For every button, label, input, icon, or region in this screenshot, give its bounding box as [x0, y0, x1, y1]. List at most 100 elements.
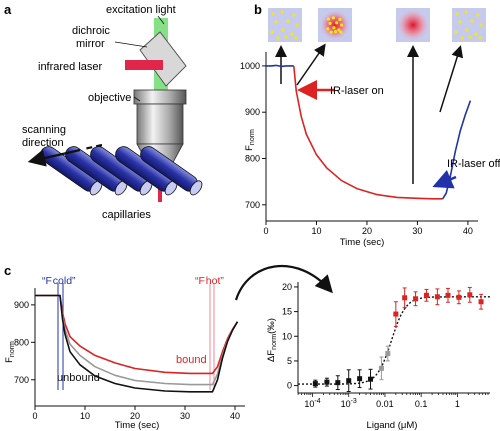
molecule-dot [468, 35, 472, 39]
thumbnail-dots [270, 10, 483, 40]
thumbnail-2 [318, 8, 352, 42]
molecule-dot [454, 30, 458, 34]
panel-d-ytick-label: 15 [282, 307, 292, 317]
panel-d-xtick-label: 1 [455, 399, 460, 409]
panel-a-letter: a [4, 2, 12, 17]
molecule-dot [290, 32, 294, 36]
panel-d-point [445, 292, 451, 298]
leader-excitation [157, 15, 165, 25]
molecule-dot [294, 36, 298, 40]
panel-d-point [478, 299, 484, 305]
panel-c: c “F cold” “F hot” 0 10 20 30 40 700 800 900 bo… [4, 263, 245, 431]
thumbnail-3 [396, 8, 430, 42]
molecule-dot [328, 21, 332, 25]
panel-d-point [357, 376, 363, 382]
panel-d-point [456, 294, 462, 300]
panel-b-series-0 [266, 64, 294, 68]
panel-b-xtick-label: 20 [362, 226, 372, 236]
panel-b-xtick-label: 30 [412, 226, 422, 236]
panel-c-xlabel: Time (sec) [115, 420, 160, 431]
label-f-cold: “F cold” [42, 275, 76, 287]
panel-c-ytick-label: 900 [14, 300, 29, 310]
scanning-direction-dashes [83, 143, 103, 151]
panel-a: a [4, 2, 203, 221]
panel-b-series-2 [442, 100, 472, 200]
panel-d-ticks: 0 5 10 15 20 10-4 10-3 0.01 0.1 1 [282, 282, 489, 409]
label-ir-laser-off: IR-laser off [447, 158, 500, 170]
panel-d-ytick-label: 5 [287, 356, 292, 366]
molecule-dot [281, 28, 285, 32]
panel-b-xtick-label: 40 [463, 226, 473, 236]
panel-d: 0 5 10 15 20 10-4 10-3 0.01 0.1 1 ΔFnorm(‰) Ligan… [266, 282, 490, 431]
label-mirror: mirror [76, 38, 105, 50]
panel-d-point [378, 365, 384, 371]
panel-c-traces [35, 294, 239, 393]
molecule-dot [474, 32, 478, 36]
molecule-dot [284, 35, 288, 39]
molecule-dot [335, 21, 339, 25]
molecule-dot [332, 26, 336, 30]
panel-b-ylabel: Fnorm [244, 129, 256, 151]
panel-d-point [413, 296, 419, 302]
molecule-dot [479, 23, 483, 27]
panel-c-ytick-label: 800 [14, 337, 29, 347]
panel-b-letter: b [254, 2, 262, 17]
panel-d-point [346, 378, 352, 384]
molecule-dot [326, 17, 330, 21]
label-infrared-laser: infrared laser [38, 61, 103, 73]
leader-dichroic [114, 41, 148, 48]
panel-c-series-bound [35, 294, 239, 375]
molecule-dot [333, 30, 338, 34]
molecule-dot [470, 19, 474, 23]
panel-b-ytick-label: 1000 [240, 61, 260, 71]
panel-b-ytick-label: 800 [245, 153, 260, 163]
panel-b-ytick-label: 700 [245, 200, 260, 210]
panel-d-ytick-label: 10 [282, 331, 292, 341]
leader-objective [133, 96, 141, 102]
panel-b-xtick-label: 10 [311, 226, 321, 236]
panel-b-xtick-label: 0 [263, 226, 268, 236]
panel-c-letter: c [4, 263, 11, 278]
panel-d-point [402, 295, 408, 301]
molecule-dot [337, 28, 341, 32]
panel-d-point [368, 376, 374, 382]
panel-d-xtick-label: 0.1 [415, 399, 428, 409]
panel-d-xtick-label: 0.01 [376, 399, 394, 409]
molecule-dot [326, 27, 330, 31]
panel-b-series-1 [293, 65, 443, 200]
molecule-dot [286, 19, 290, 23]
panel-d-ytick-label: 20 [282, 282, 292, 292]
molecule-dot [295, 23, 299, 27]
panel-c-xtick-label: 10 [80, 411, 90, 421]
label-ir-laser-on: IR-laser on [330, 85, 384, 97]
molecule-dot [274, 20, 278, 24]
molecule-dot [338, 17, 342, 22]
panel-c-series-unbound [35, 294, 239, 393]
label-capillaries: capillaries [102, 209, 151, 221]
arrow-thumb-4 [439, 45, 464, 113]
molecule-dot [271, 12, 275, 16]
molecule-dot [292, 13, 296, 17]
molecule-dot [455, 12, 459, 16]
label-direction: direction [22, 137, 64, 149]
molecule-dot [478, 36, 482, 40]
molecule-dot [458, 20, 462, 24]
panel-b-ticks: 0 10 20 30 40 700 800 900 1000 [240, 61, 473, 236]
panel-d-point [467, 292, 473, 298]
label-objective: objective [88, 92, 131, 104]
label-excitation-light: excitation light [106, 4, 176, 16]
panel-d-fit [298, 296, 490, 385]
panel-d-point [393, 311, 399, 317]
panel-d-point [434, 294, 440, 300]
panel-b-xlabel: Time (sec) [340, 237, 385, 248]
molecule-dot [339, 30, 343, 34]
scanning-direction-arrow [27, 148, 81, 167]
molecule-dot [464, 10, 468, 14]
label-dichroic: dichroic [72, 25, 110, 37]
panel-b-ytick-label: 900 [245, 107, 260, 117]
dichroic-mirror [139, 31, 187, 87]
panel-d-point [385, 351, 391, 357]
molecule-dot [476, 13, 480, 17]
molecule-dot [340, 23, 344, 27]
